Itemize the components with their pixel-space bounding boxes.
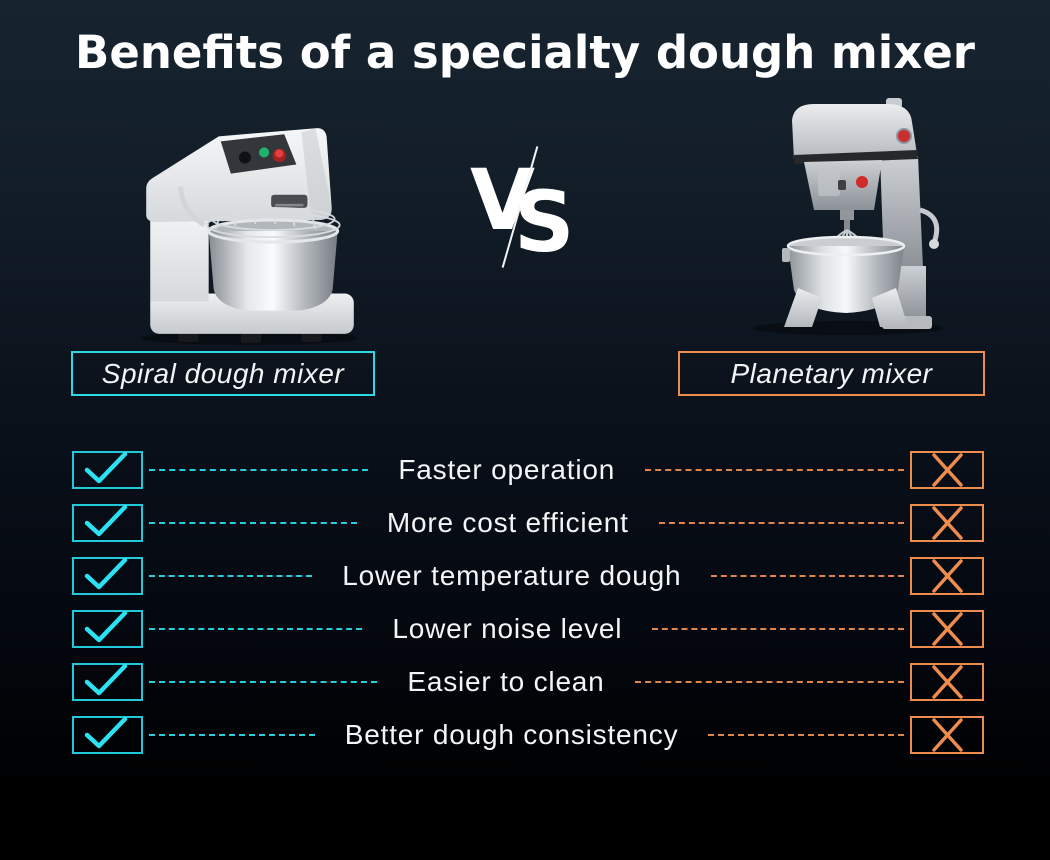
vs-badge: V S bbox=[462, 138, 575, 278]
stop-button bbox=[856, 176, 868, 188]
right-dash-line bbox=[658, 522, 904, 524]
feature-label: Lower noise level bbox=[392, 613, 623, 644]
left-dash-line bbox=[149, 681, 378, 683]
toggle-switch bbox=[838, 180, 846, 190]
knob-black bbox=[238, 151, 252, 164]
label-spiral-text: Spiral dough mixer bbox=[101, 357, 345, 389]
left-leg bbox=[784, 288, 822, 327]
left-dash-line bbox=[149, 469, 369, 471]
feature-row: Easier to clean bbox=[72, 663, 984, 701]
vs-letter-s: S bbox=[514, 173, 575, 271]
spiral-mixer-image bbox=[140, 128, 358, 345]
cross-icon bbox=[910, 451, 984, 489]
feature-row: Faster operation bbox=[72, 451, 984, 489]
right-dash-line bbox=[711, 575, 904, 577]
button-green bbox=[259, 147, 270, 158]
check-icon bbox=[72, 663, 143, 701]
left-dash-line bbox=[149, 734, 315, 736]
check-icon bbox=[72, 504, 143, 542]
cross-icon bbox=[910, 663, 984, 701]
cross-icon bbox=[910, 610, 984, 648]
emergency-button bbox=[898, 130, 910, 142]
right-dash-line bbox=[645, 469, 904, 471]
control-panel bbox=[220, 134, 297, 174]
label-planetary-mixer: Planetary mixer bbox=[678, 351, 985, 396]
left-dash-line bbox=[149, 522, 357, 524]
mixer-head bbox=[792, 104, 917, 160]
feature-row: Better dough consistency bbox=[72, 716, 984, 754]
label-planetary-text: Planetary mixer bbox=[730, 357, 933, 389]
right-dash-line bbox=[652, 628, 904, 630]
planetary-mixer-image bbox=[752, 98, 944, 335]
feature-label: More cost efficient bbox=[386, 507, 629, 538]
vs-letter-v: V bbox=[470, 151, 536, 249]
feature-label: Lower temperature dough bbox=[342, 560, 682, 591]
page-title: Benefits of a specialty dough mixer bbox=[75, 26, 975, 79]
mixing-bowl bbox=[208, 231, 338, 311]
check-icon bbox=[72, 451, 143, 489]
left-dash-line bbox=[149, 628, 363, 630]
feature-label: Better dough consistency bbox=[344, 719, 679, 750]
cross-icon bbox=[910, 557, 984, 595]
feature-label: Faster operation bbox=[398, 454, 616, 485]
crank-handle bbox=[919, 207, 940, 241]
feature-row: Lower noise level bbox=[72, 610, 984, 648]
feature-row: More cost efficient bbox=[72, 504, 984, 542]
check-icon bbox=[72, 610, 143, 648]
feature-label: Easier to clean bbox=[407, 666, 605, 697]
check-icon bbox=[72, 557, 143, 595]
bowl-clamp bbox=[782, 248, 790, 262]
right-leg bbox=[872, 288, 908, 327]
right-dash-line bbox=[708, 734, 904, 736]
guard-arm bbox=[177, 186, 206, 228]
bowl-guard bbox=[205, 206, 341, 239]
label-spiral-mixer: Spiral dough mixer bbox=[71, 351, 375, 396]
left-dash-line bbox=[149, 575, 313, 577]
feature-row: Lower temperature dough bbox=[72, 557, 984, 595]
cross-icon bbox=[910, 504, 984, 542]
comparison-list: Faster operation More cost efficient Low… bbox=[72, 451, 984, 769]
cross-icon bbox=[910, 716, 984, 754]
check-icon bbox=[72, 716, 143, 754]
right-dash-line bbox=[634, 681, 904, 683]
